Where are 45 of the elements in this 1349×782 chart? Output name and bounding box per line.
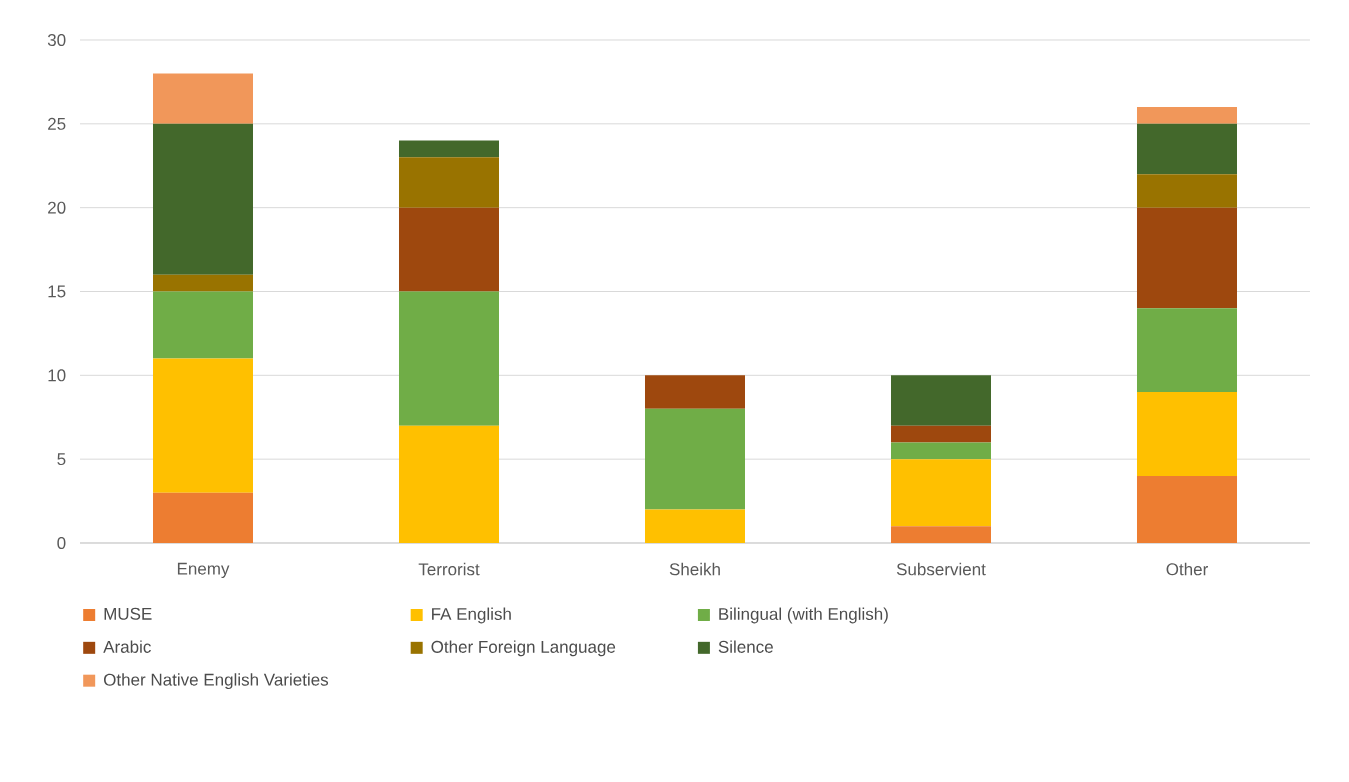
legend-label: Other Foreign Language <box>431 640 616 657</box>
bar <box>153 291 253 359</box>
bar <box>153 492 253 543</box>
bar <box>153 358 253 493</box>
bar <box>153 123 253 275</box>
bar <box>645 375 745 409</box>
legend-label: Bilingual (with English) <box>719 607 888 624</box>
y-tick-label: 5 <box>57 453 66 466</box>
y-tick-label: 15 <box>48 285 66 298</box>
bar <box>891 459 991 527</box>
bar <box>399 291 499 426</box>
legend-label: FA English <box>432 607 511 624</box>
bar <box>1136 308 1237 393</box>
x-tick-label: Sheikh <box>669 562 720 576</box>
y-tick-label: 10 <box>48 369 66 382</box>
legend-label: Other Native English Varieties <box>103 673 329 690</box>
y-tick-label: 30 <box>47 33 66 47</box>
legend-label: Silence <box>718 640 773 653</box>
bar <box>1136 392 1237 476</box>
bar <box>1136 207 1237 309</box>
legend-label: MUSE <box>104 607 152 620</box>
x-tick-label: Terrorist <box>418 562 480 576</box>
x-tick-label: Other <box>1166 562 1208 576</box>
bar <box>399 157 499 208</box>
bar <box>891 425 991 443</box>
bar <box>153 73 253 124</box>
bar <box>153 274 253 292</box>
bar <box>1136 107 1237 124</box>
bar <box>891 526 991 543</box>
bar <box>399 425 499 543</box>
y-tick-label: 25 <box>48 117 66 130</box>
bar <box>399 207 499 292</box>
bar <box>1136 123 1237 175</box>
legend-label: Arabic <box>103 640 151 653</box>
bar <box>891 442 991 460</box>
bar <box>645 509 745 543</box>
y-tick-label: 20 <box>48 201 66 214</box>
y-tick-label: 0 <box>57 536 66 550</box>
bar <box>399 140 499 158</box>
bar <box>1136 475 1237 543</box>
bar <box>1136 174 1237 208</box>
bar <box>891 375 991 426</box>
x-tick-label: Enemy <box>177 562 230 579</box>
x-tick-label: Subservient <box>896 562 986 576</box>
bar <box>645 408 745 510</box>
